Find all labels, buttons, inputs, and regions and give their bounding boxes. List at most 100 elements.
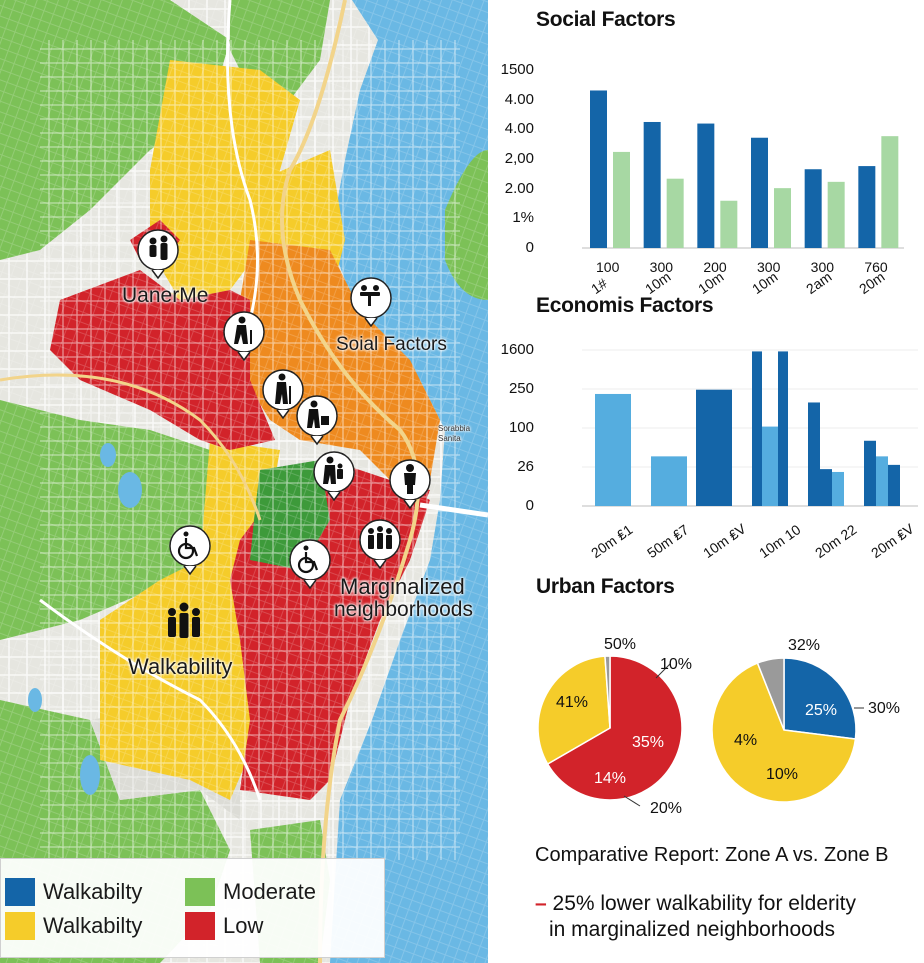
elderly-walking-icon [275,373,291,404]
pie-a-label-10: 10% [660,656,693,673]
lake-4 [28,688,42,712]
elderly-cane-icon [234,316,252,344]
social-ytick: 2,00 [504,150,534,167]
pie-slice [756,657,785,731]
road-west [0,373,262,521]
pie-a-label-35: 35% [632,734,665,751]
social-xtick-top: 100 [596,259,620,275]
elder-cane-pin[interactable] [222,310,266,362]
pie-a-label-20: 20% [650,800,683,817]
lake-3 [80,755,100,795]
economic-xtick: 10m ₤V [700,520,749,562]
social-factors-title: Social Factors [536,8,676,31]
social-pin[interactable] [349,276,393,328]
social-ytick: 2.00 [504,179,534,197]
economic-bar [696,389,732,506]
social-bar [881,136,899,248]
family-pin[interactable] [136,228,180,280]
caregiver-pin[interactable] [312,450,356,502]
social-bar [858,166,876,248]
social-ytick: 1500 [500,61,534,78]
economic-xtick: 20m 22 [812,521,860,562]
pie-slice [711,662,857,803]
social-xtick-top: 200 [703,259,727,275]
social-xtick-top: 300 [757,259,781,275]
legend-swatch [5,912,35,940]
wheelchair-pin-1[interactable] [168,524,212,576]
caregiver-icon [323,456,343,484]
pier [419,502,488,518]
report-line-1-text: 25% lower walkability for elderity [552,892,856,915]
economic-bar [778,351,788,506]
social-ytick: 1% [512,209,534,227]
road-south [39,598,262,801]
family-icon [149,235,168,260]
lake-2 [100,443,116,467]
economic-xtick: 20m ₤V [868,520,917,562]
lake-1 [118,472,142,508]
social-bar [590,90,607,248]
economic-ytick: 250 [508,380,534,397]
label-walkability: Walkability [128,654,233,679]
legend-swatch [185,912,215,940]
wheelchair-icon [297,545,319,574]
economic-bar [651,456,687,506]
people-table-icon [360,285,380,306]
legend-swatch [185,878,215,906]
pie-a-leader [623,795,641,807]
pie-b-label-4: 4% [734,732,758,749]
economic-bar [752,351,762,506]
legend-item-low: Low [185,911,263,941]
family-group-icon [168,602,200,638]
economic-bar [876,456,888,506]
charts-panel: Social Factors 1500 4.00 4.00 2,00 2.00 1% 0 1… [488,0,924,963]
person-pin[interactable] [388,458,432,510]
label-neighborhoods: neighborhoods [334,598,473,621]
pie-slice [604,655,611,729]
pie-slice [546,655,683,801]
urban-pie-zone-a [537,655,683,807]
road-north [226,0,259,321]
legend-swatch [5,878,35,906]
legend-item-walkability-blue: Walkabilty [5,877,142,907]
family-group-pin [168,602,200,638]
elder-walking-pin[interactable] [261,368,305,420]
wheelchair-pin-2[interactable] [288,538,332,590]
economic-xtick: 20m ₤1 [588,521,636,562]
elderly-cart-icon [307,400,329,428]
social-ytick: 0 [525,239,534,256]
label-small-2: Sanita [438,434,461,443]
social-bar [774,188,791,248]
legend-item-walkability-yellow: Walkabilty [5,911,142,941]
social-xtick-top: 300 [649,259,674,275]
label-soial-factors: Soial Factors [336,334,447,355]
label-small-1: Sorabbia [438,424,471,433]
elder-cart-pin[interactable] [295,394,339,446]
group-pin[interactable] [358,518,402,570]
social-bar [751,137,768,248]
pie-a-label-14: 14% [594,770,627,787]
pie-b-label-30: 30% [868,700,901,717]
economic-bar [820,469,832,506]
economic-xtick: 50m ₤7 [644,521,692,562]
economic-ytick: 0 [525,497,534,514]
economic-bar [762,426,778,506]
road-coastal [280,0,420,963]
economic-bar [595,393,631,506]
label-marginalized: Marginalized [340,574,465,599]
urban-factors-title: Urban Factors [536,575,675,598]
social-bar [804,169,822,248]
map-panel[interactable]: UanerMe Soial Factors Marginalized neigh… [0,0,488,963]
pie-slice [537,655,611,766]
legend-label: Walkabilty [43,913,143,938]
wheelchair-icon [177,531,199,560]
person-icon [404,464,416,494]
social-xtick-top: 300 [810,259,835,275]
legend-label: Moderate [223,879,316,904]
legend-item-moderate: Moderate [185,877,316,907]
social-ytick: 4.00 [504,90,534,108]
economic-ytick: 100 [508,419,534,436]
economic-factors-chart [582,349,918,507]
economic-bar [832,471,844,506]
group-icon [368,526,392,549]
